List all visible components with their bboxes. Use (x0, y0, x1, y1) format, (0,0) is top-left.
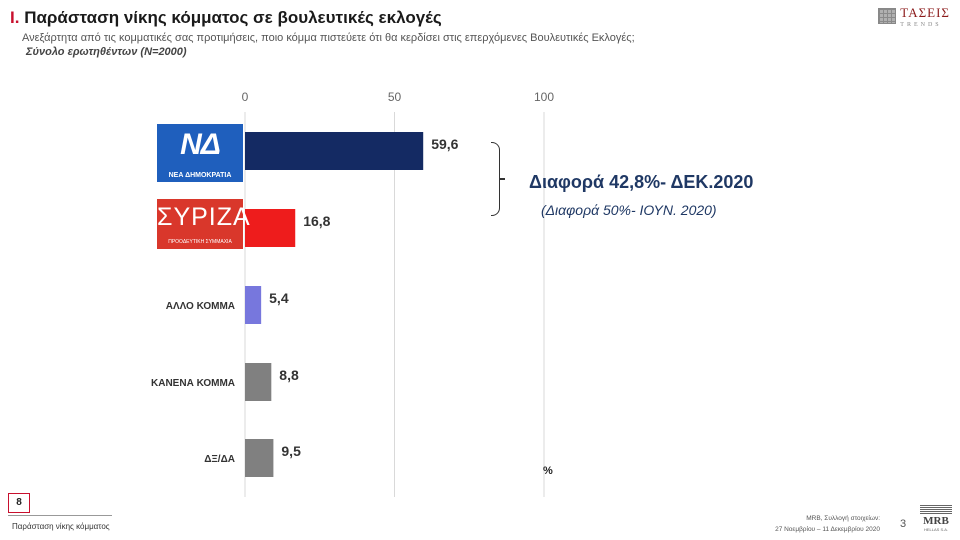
category-label: ΚΑΝΕΝΑ ΚΟΜΜΑ (151, 378, 235, 389)
footer-divider (8, 515, 112, 516)
title-number: I. (10, 8, 20, 27)
syriza-party-logo: ΣΥΡΙΖΑ ΠΡΟΟΔΕΥΤΙΚΗ ΣΥΜΜΑΧΙΑ (157, 199, 251, 249)
source-note: MRB, Συλλογή στοιχείων: 27 Νοεμβρίου – 1… (775, 513, 880, 535)
category-label: ΑΛΛΟ ΚΟΜΜΑ (166, 301, 235, 312)
question-text: Ανεξάρτητα από τις κομματικές σας προτιμ… (22, 32, 635, 44)
bar-value-label: 5,4 (269, 290, 289, 306)
mrb-mark-icon (920, 505, 952, 515)
mrb-logo: MRB HELLAS S.A. (920, 505, 952, 532)
difference-brace-tip (499, 178, 505, 180)
source-line-1: MRB, Συλλογή στοιχείων: (806, 515, 880, 522)
page-number: 3 (900, 518, 907, 530)
tasis-trends-logo: ΤΑΣΕΙΣ TRENDS (878, 4, 950, 28)
nd-logo-mark: ΝΔ (180, 128, 221, 161)
brand-mark-icon (878, 8, 897, 24)
sample-base: Σύνολο ερωτηθέντων (N=2000) (26, 46, 187, 58)
difference-previous: (Διαφορά 50%- ΙΟΥΝ. 2020) (541, 202, 717, 218)
x-tick-label: 0 (242, 90, 249, 104)
slide-number-box: 8 (8, 493, 30, 513)
difference-current: Διαφορά 42,8%- ΔΕΚ.2020 (529, 172, 754, 192)
page-title: I. Παράσταση νίκης κόμματος σε βουλευτικ… (10, 8, 442, 28)
category-label: ΔΞ/ΔΑ (204, 454, 235, 465)
syriza-logo-text: ΠΡΟΟΔΕΥΤΙΚΗ ΣΥΜΜΑΧΙΑ (168, 239, 232, 245)
syriza-logo-mark: ΣΥΡΙΖΑ (157, 203, 251, 231)
mrb-name: MRB (923, 515, 949, 527)
brand-sub: TRENDS (900, 22, 942, 28)
x-tick-label: 100 (534, 90, 554, 104)
brand-name: ΤΑΣΕΙΣ (900, 5, 950, 20)
bar (245, 209, 296, 247)
bar (245, 132, 424, 170)
nd-party-logo: ΝΔ ΝΕΑ ΔΗΜΟΚΡΑΤΙΑ (157, 124, 243, 182)
bar-value-label: 9,5 (281, 443, 301, 459)
footer-section-title: Παράσταση νίκης κόμματος (12, 522, 110, 531)
unit-label: % (543, 465, 553, 477)
mrb-sub: HELLAS S.A. (923, 527, 948, 532)
title-text: Παράσταση νίκης κόμματος σε βουλευτικές … (24, 8, 442, 27)
nd-logo-text: ΝΕΑ ΔΗΜΟΚΡΑΤΙΑ (168, 172, 232, 179)
bar-value-label: 16,8 (303, 213, 330, 229)
x-tick-label: 50 (388, 90, 402, 104)
bar (245, 286, 262, 324)
bar-value-label: 59,6 (431, 136, 458, 152)
source-line-2: 27 Νοεμβρίου – 11 Δεκεμβρίου 2020 (775, 526, 880, 533)
bar (245, 439, 274, 477)
bar (245, 363, 272, 401)
bar-value-label: 8,8 (279, 367, 299, 383)
